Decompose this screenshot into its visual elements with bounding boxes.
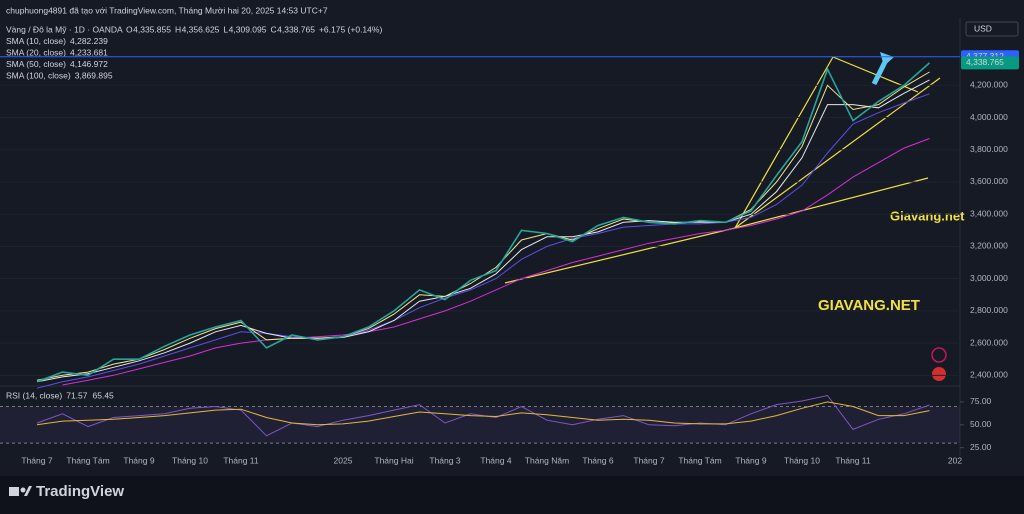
x-tick-label: Tháng 9: [735, 455, 766, 465]
logo-mark: [9, 487, 19, 496]
footer-bar: [0, 476, 1024, 514]
price-tag: [961, 56, 1019, 70]
x-tick-label: Tháng 7: [21, 455, 52, 465]
ohlc-value: 4,309.095: [229, 24, 267, 34]
ohlc-value: 4,335.855: [133, 24, 171, 34]
price-tag-label: 4,377.312: [966, 51, 1004, 61]
y-tick-label: 3,200.000: [970, 241, 1008, 251]
trend-line: [504, 227, 736, 284]
x-tick-label: Tháng 10: [172, 455, 208, 465]
trend-line: [734, 77, 941, 229]
legend-value: 3,869.895: [75, 70, 113, 80]
x-tick-label: Tháng 4: [480, 455, 511, 465]
x-tick-label: 2025: [334, 455, 353, 465]
y-tick-label: 4,000.000: [970, 112, 1008, 122]
legend-name: SMA (100, close): [6, 70, 71, 80]
watermark: Giavang.net: [890, 208, 965, 223]
ohlc: O 4,335.855 H 4,356.625 L 4,309.095 C 4,338.765…: [126, 24, 382, 34]
ohlc-change: +6.175 (+0.14%): [319, 24, 382, 34]
x-tick-label: Tháng 11: [223, 455, 259, 465]
rsi-band: [0, 406, 960, 444]
series-line: [36, 79, 930, 383]
ohlc-key: C: [270, 24, 276, 34]
y-tick-label: 3,000.000: [970, 273, 1008, 283]
ohlc-value: 4,356.625: [182, 24, 220, 34]
y-tick-label: 3,400.000: [970, 208, 1008, 218]
legend-value: 71.57: [66, 390, 88, 400]
series-line: [62, 138, 930, 386]
legend-name: SMA (10, close): [6, 36, 66, 46]
background: [0, 0, 1024, 476]
legend-name: SMA (50, close): [6, 59, 66, 69]
x-tick-label: Tháng 3: [429, 455, 460, 465]
series-line: [36, 93, 930, 389]
legend-value: 4,233.681: [70, 47, 108, 57]
event-icon[interactable]: [931, 347, 947, 363]
y-tick-label: 2,800.000: [970, 305, 1008, 315]
series-line: [36, 62, 931, 383]
legend-value: 4,282.239: [70, 36, 108, 46]
legend-name: RSI (14, close): [6, 390, 62, 400]
x-tick-label: 202: [948, 455, 962, 465]
y-tick-label: 4,200.000: [970, 80, 1008, 90]
ohlc-key: H: [175, 24, 181, 34]
brand: TradingView: [36, 483, 124, 500]
ohlc-key: L: [223, 24, 228, 34]
watermark: GIAVANG.NET: [818, 297, 920, 314]
x-tick-label: Tháng Tám: [678, 455, 721, 465]
x-tick-label: Tháng 7: [633, 455, 664, 465]
y-tick-label: 50.00: [970, 419, 992, 429]
x-tick-label: Tháng Tám: [66, 455, 109, 465]
currency-box: [965, 21, 1019, 37]
flag-icon[interactable]: [932, 367, 946, 381]
ohlc-value: 4,338.765: [277, 24, 315, 34]
y-tick-label: 3,800.000: [970, 144, 1008, 154]
x-tick-label: Tháng 6: [582, 455, 613, 465]
price-tag-label: 4,338.765: [966, 57, 1004, 67]
y-tick-label: 2,600.000: [970, 337, 1008, 347]
currency: USD: [974, 23, 992, 33]
arrow-head: [880, 52, 894, 66]
x-tick-label: Tháng 11: [835, 455, 871, 465]
y-tick-label: 3,600.000: [970, 176, 1008, 186]
y-tick-label: 25.00: [970, 442, 992, 452]
x-tick-label: Tháng Năm: [525, 455, 569, 465]
legend-value: 4,146.972: [70, 59, 108, 69]
x-tick-label: Tháng Hai: [374, 455, 413, 465]
arrow: [871, 52, 894, 86]
symbol-name: Vàng / Đô la Mỹ · 1D · OANDA: [6, 24, 123, 34]
y-tick-label: 2,400.000: [970, 370, 1008, 380]
ohlc-key: O: [126, 24, 133, 34]
legend-value: 65.45: [93, 390, 115, 400]
x-tick-label: Tháng 9: [123, 455, 154, 465]
logo: [9, 486, 32, 496]
y-tick-label: 75.00: [970, 396, 992, 406]
legend-name: SMA (20, close): [6, 47, 66, 57]
x-tick-label: Tháng 10: [784, 455, 820, 465]
trend-line: [734, 177, 929, 229]
series-line: [36, 401, 930, 426]
header-caption: chuphuong4891 đã tạo với TradingView.com…: [6, 5, 328, 15]
logo-mark: [20, 487, 26, 493]
logo-mark: [24, 486, 32, 496]
